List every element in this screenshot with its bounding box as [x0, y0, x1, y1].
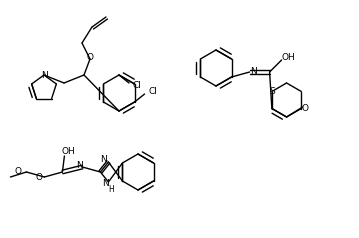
Text: Cl: Cl [132, 81, 141, 90]
Text: N: N [76, 160, 83, 169]
Text: O: O [36, 174, 43, 183]
Text: OH: OH [282, 53, 295, 61]
Text: S: S [269, 87, 275, 96]
Text: O: O [302, 104, 309, 113]
Text: OH: OH [61, 147, 75, 155]
Text: N: N [41, 70, 47, 79]
Text: H: H [108, 185, 114, 194]
Text: O: O [87, 54, 93, 63]
Text: N: N [102, 179, 109, 188]
Text: N: N [250, 68, 257, 76]
Text: N: N [100, 155, 107, 164]
Text: Cl: Cl [148, 86, 157, 95]
Text: O: O [15, 168, 22, 177]
